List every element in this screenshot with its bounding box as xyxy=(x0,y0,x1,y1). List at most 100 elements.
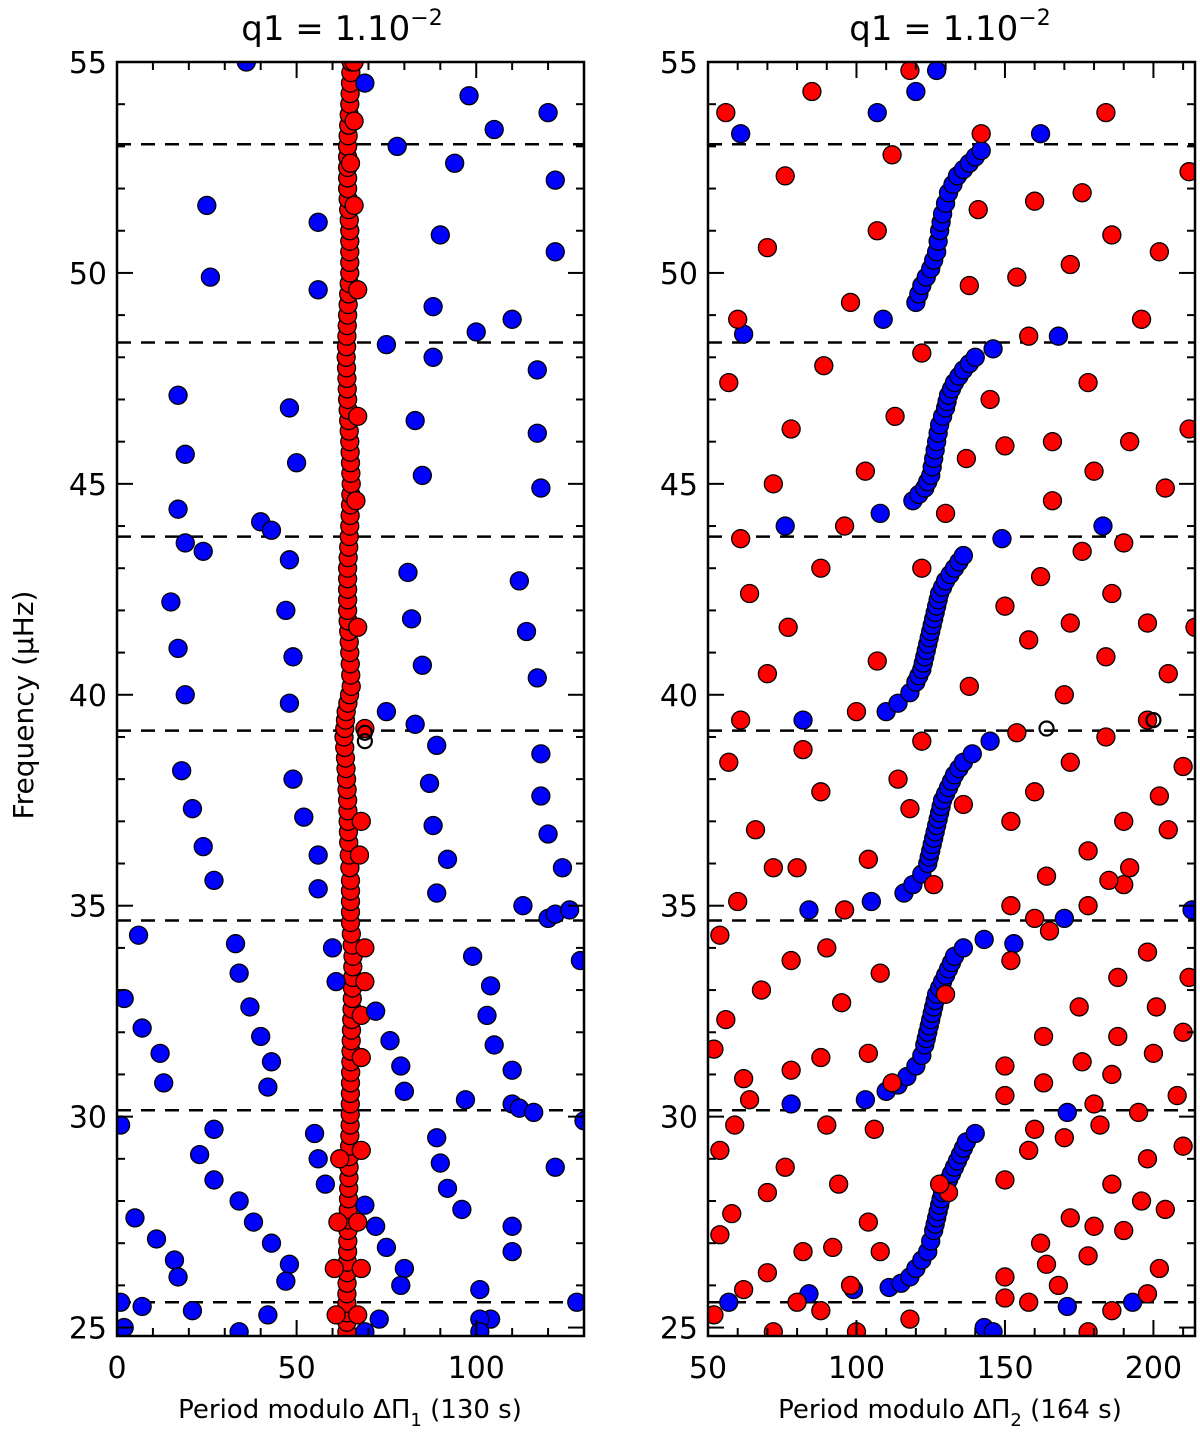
red-point xyxy=(1078,1246,1098,1266)
blue-point xyxy=(980,731,1000,751)
blue-point xyxy=(286,453,307,473)
blue-point xyxy=(427,1128,447,1148)
red-point xyxy=(348,406,368,427)
blue-point xyxy=(527,668,547,688)
blue-point xyxy=(355,1322,375,1336)
red-point xyxy=(811,558,831,578)
red-point xyxy=(1078,841,1098,861)
right-panel-title: q1 = 1.10−2 xyxy=(849,6,1050,49)
open-circle-point xyxy=(1038,720,1055,737)
blue-point xyxy=(189,1144,210,1165)
x-tick-label: 150 xyxy=(976,1351,1033,1386)
red-point xyxy=(1024,191,1045,211)
blue-point xyxy=(322,938,343,958)
blue-point xyxy=(365,1001,386,1021)
blue-point xyxy=(423,297,443,317)
red-point xyxy=(1078,896,1098,916)
blue-point xyxy=(437,1178,458,1199)
red-point xyxy=(811,1047,831,1068)
red-point xyxy=(1042,432,1063,452)
blue-point xyxy=(394,1081,415,1101)
red-point xyxy=(912,558,932,578)
red-point xyxy=(1102,225,1122,245)
blue-point xyxy=(182,799,203,819)
blue-point xyxy=(419,773,440,794)
blue-point xyxy=(855,1090,876,1110)
blue-point xyxy=(204,870,224,891)
red-point xyxy=(1102,583,1122,604)
red-point xyxy=(1108,1026,1128,1047)
red-point xyxy=(733,1069,754,1089)
blue-point xyxy=(527,423,547,443)
blue-point xyxy=(480,976,501,996)
red-point xyxy=(834,900,855,920)
red-point xyxy=(1102,1301,1122,1321)
blue-point xyxy=(405,410,425,431)
red-point xyxy=(1030,567,1051,587)
blue-point xyxy=(927,62,947,81)
blue-point xyxy=(570,950,584,971)
red-point xyxy=(716,1009,736,1030)
left-panel: Period modulo ΔΠ1 (130 s) 25 30 35 40 45 50 55… xyxy=(7,6,586,1431)
red-point xyxy=(349,845,370,865)
blue-point xyxy=(1030,124,1051,144)
x-tick-label: 200 xyxy=(1125,1351,1182,1386)
blue-point xyxy=(867,102,887,123)
blue-point xyxy=(276,1271,296,1291)
blue-point xyxy=(258,1305,278,1325)
blue-point xyxy=(799,900,819,920)
blue-point xyxy=(793,710,813,730)
left-x-axis-label: Period modulo ΔΠ1 (130 s) xyxy=(178,1395,522,1431)
red-point xyxy=(980,389,1000,410)
red-point xyxy=(1054,1128,1074,1148)
open-circle-point xyxy=(356,724,373,741)
red-point xyxy=(867,651,887,671)
y-tick-label: 35 xyxy=(69,890,107,925)
red-point xyxy=(1033,1026,1054,1047)
red-point xyxy=(1120,858,1140,878)
red-point xyxy=(1024,782,1045,802)
x-tick-label: 50 xyxy=(278,1351,316,1386)
blue-point xyxy=(445,153,465,173)
blue-point xyxy=(462,946,483,966)
blue-point xyxy=(516,621,537,642)
x-tick-label: 50 xyxy=(689,1351,727,1386)
red-point xyxy=(719,752,739,772)
red-point xyxy=(1167,1085,1187,1106)
blue-point xyxy=(531,478,551,498)
red-point xyxy=(1137,1284,1158,1304)
blue-point xyxy=(965,1123,985,1144)
blue-point xyxy=(225,934,246,954)
red-point xyxy=(725,1115,745,1135)
red-point xyxy=(870,963,890,983)
blue-point xyxy=(240,997,260,1017)
blue-point xyxy=(502,309,522,329)
blue-point xyxy=(427,883,447,903)
red-point xyxy=(1155,478,1175,498)
blue-point xyxy=(283,647,303,667)
blue-point xyxy=(1004,934,1024,954)
blue-point xyxy=(304,1123,325,1144)
blue-point xyxy=(545,242,565,262)
blue-point xyxy=(355,73,375,93)
red-point xyxy=(781,950,801,971)
blue-point xyxy=(1182,900,1195,920)
red-point xyxy=(1185,617,1195,637)
red-point xyxy=(775,1157,795,1177)
red-point xyxy=(1096,102,1116,123)
red-point xyxy=(344,195,364,216)
blue-point xyxy=(953,938,974,958)
y-tick-label: 25 xyxy=(69,1312,107,1347)
red-point xyxy=(351,1047,371,1068)
red-point xyxy=(763,858,783,878)
blue-point xyxy=(168,385,188,405)
blue-point xyxy=(1054,908,1074,929)
blue-point xyxy=(430,225,450,245)
red-point xyxy=(995,1085,1015,1106)
red-point xyxy=(1158,664,1178,684)
red-point xyxy=(1007,267,1027,287)
y-tick-label: 50 xyxy=(660,257,698,292)
blue-point xyxy=(567,1292,584,1312)
blue-point xyxy=(906,81,926,102)
